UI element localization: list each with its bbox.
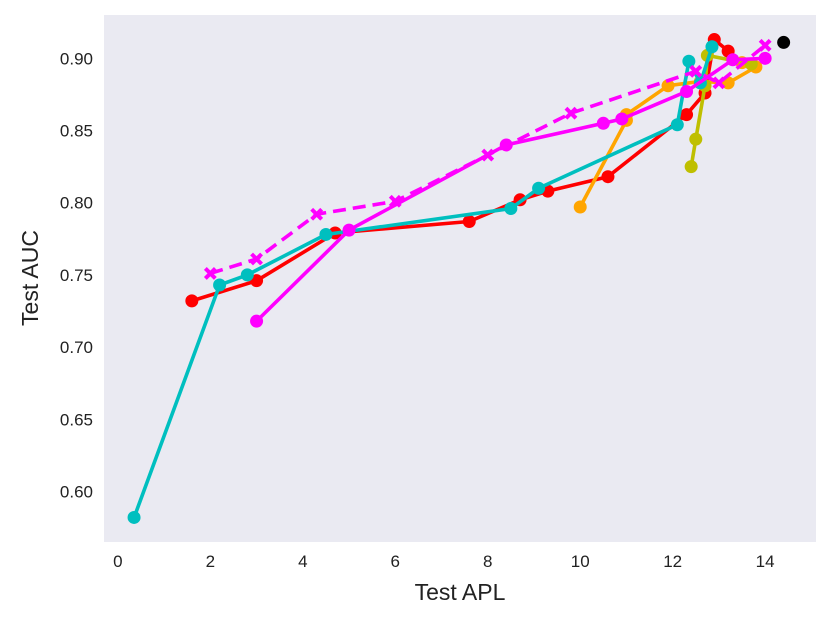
- data-point: [127, 510, 141, 524]
- data-point: [670, 118, 684, 132]
- data-point: [680, 108, 694, 122]
- data-point: [689, 132, 703, 146]
- data-point: [726, 53, 740, 67]
- data-point: [684, 160, 698, 174]
- y-tick-label: 0.85: [60, 122, 93, 141]
- x-tick-label: 6: [391, 552, 400, 571]
- data-point: [240, 268, 254, 282]
- data-point: [250, 274, 264, 288]
- data-point: [777, 35, 791, 49]
- data-point: [213, 278, 227, 292]
- y-tick-label: 0.80: [60, 194, 93, 213]
- data-point: [573, 200, 587, 214]
- data-point: [705, 40, 719, 54]
- y-tick-label: 0.75: [60, 266, 93, 285]
- data-point: [185, 294, 199, 308]
- y-tick-label: 0.70: [60, 338, 93, 357]
- y-axis-label: Test AUC: [17, 230, 43, 326]
- x-tick-label: 10: [571, 552, 590, 571]
- data-point: [319, 227, 333, 241]
- data-point: [712, 76, 726, 90]
- x-tick-label: 8: [483, 552, 492, 571]
- data-point: [250, 314, 264, 328]
- data-point: [661, 79, 675, 93]
- data-point: [203, 267, 217, 280]
- series-line: [254, 56, 767, 323]
- data-point: [342, 223, 356, 237]
- series-layer: [127, 33, 791, 524]
- data-point: [250, 252, 263, 266]
- x-tick-label: 14: [756, 552, 775, 571]
- data-point: [758, 38, 772, 52]
- data-point: [564, 106, 578, 120]
- y-tick-label: 0.65: [60, 410, 93, 429]
- data-point: [532, 181, 546, 195]
- y-axis-ticks: 0.60 0.65 0.70 0.75 0.80 0.85 0.90: [60, 49, 93, 501]
- x-axis-ticks: 0 2 4 6 8 10 12 14: [113, 552, 774, 571]
- x-axis-label: Test APL: [415, 579, 506, 605]
- data-point: [601, 170, 615, 184]
- y-tick-label: 0.90: [60, 49, 93, 68]
- data-point: [388, 194, 402, 208]
- data-point: [689, 64, 703, 78]
- x-tick-label: 2: [206, 552, 215, 571]
- series-6: [777, 35, 791, 49]
- data-point: [481, 148, 495, 162]
- data-point: [310, 207, 324, 221]
- data-point: [615, 112, 629, 126]
- series-5: [203, 38, 772, 280]
- data-point: [682, 54, 696, 68]
- data-point: [504, 201, 518, 215]
- x-tick-label: 4: [298, 552, 307, 571]
- data-point: [596, 116, 610, 130]
- data-point: [680, 85, 694, 99]
- data-point: [462, 214, 476, 228]
- data-point: [758, 51, 772, 65]
- y-tick-label: 0.60: [60, 482, 93, 501]
- x-tick-label: 12: [663, 552, 682, 571]
- x-tick-label: 0: [113, 552, 122, 571]
